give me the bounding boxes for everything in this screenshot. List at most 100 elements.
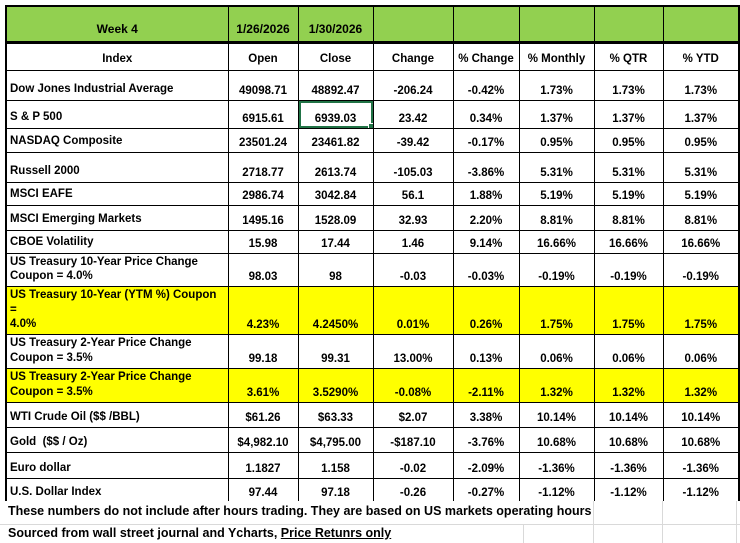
cell-change[interactable]: -0.26 <box>372 477 454 504</box>
cell-pct_monthly[interactable]: 16.66% <box>518 229 595 254</box>
cell-label[interactable]: Dow Jones Industrial Average <box>5 69 229 101</box>
cell-change[interactable]: -$187.10 <box>372 426 454 453</box>
cell-pct_ytd[interactable]: 1.73% <box>662 69 740 101</box>
cell-pct_monthly[interactable]: 1.73% <box>518 69 595 101</box>
footnote-source[interactable]: Sourced from wall street journal and Ych… <box>8 526 391 540</box>
cell-label[interactable]: U.S. Dollar Index <box>5 477 229 504</box>
cell-pct_qtr[interactable]: 0.95% <box>593 127 664 153</box>
cell-open[interactable]: 1495.16 <box>227 204 299 231</box>
cell-pct_qtr[interactable]: 1.32% <box>593 368 664 403</box>
cell-open[interactable]: 2718.77 <box>227 151 299 183</box>
cell-close-selected[interactable]: 6939.03 <box>297 99 374 129</box>
cell-pct_change[interactable]: -3.76% <box>452 426 520 453</box>
cell-pct_ytd[interactable]: 5.19% <box>662 181 740 206</box>
cell-pct_ytd[interactable]: 0.95% <box>662 127 740 153</box>
cell-close[interactable]: $4,795.00 <box>297 426 374 453</box>
cell-label[interactable]: NASDAQ Composite <box>5 127 229 153</box>
cell-label[interactable]: Russell 2000 <box>5 151 229 183</box>
empty-green-cell[interactable] <box>372 5 454 44</box>
cell-pct_monthly[interactable]: 5.19% <box>518 181 595 206</box>
cell-pct_ytd[interactable]: 1.32% <box>662 368 740 403</box>
cell-open[interactable]: $4,982.10 <box>227 426 299 453</box>
cell-pct_monthly[interactable]: 10.14% <box>518 401 595 428</box>
cell-pct_qtr[interactable]: 10.68% <box>593 426 664 453</box>
cell-pct_monthly[interactable]: -1.12% <box>518 477 595 504</box>
column-header-change[interactable]: Change <box>372 41 454 71</box>
cell-open[interactable]: 15.98 <box>227 229 299 254</box>
cell-open[interactable]: 49098.71 <box>227 69 299 101</box>
cell-pct_monthly[interactable]: 0.06% <box>518 334 595 370</box>
cell-pct_change[interactable]: 0.13% <box>452 334 520 370</box>
cell-pct_ytd[interactable]: 1.37% <box>662 99 740 129</box>
close-date-cell[interactable]: 1/30/2026 <box>297 5 374 44</box>
column-header-open[interactable]: Open <box>227 41 299 71</box>
cell-label[interactable]: WTI Crude Oil ($$ /BBL) <box>5 401 229 428</box>
cell-pct_monthly[interactable]: -1.36% <box>518 451 595 479</box>
cell-pct_qtr[interactable]: 0.06% <box>593 334 664 370</box>
cell-pct_monthly[interactable]: 1.32% <box>518 368 595 403</box>
cell-change[interactable]: -206.24 <box>372 69 454 101</box>
cell-close[interactable]: 97.18 <box>297 477 374 504</box>
cell-close[interactable]: 1528.09 <box>297 204 374 231</box>
cell-pct_ytd[interactable]: 5.31% <box>662 151 740 183</box>
cell-pct_change[interactable]: -2.11% <box>452 368 520 403</box>
cell-pct_qtr[interactable]: 8.81% <box>593 204 664 231</box>
cell-pct_change[interactable]: -0.17% <box>452 127 520 153</box>
cell-pct_qtr[interactable]: -1.36% <box>593 451 664 479</box>
cell-pct_monthly[interactable]: 0.95% <box>518 127 595 153</box>
cell-change[interactable]: 32.93 <box>372 204 454 231</box>
column-header-label[interactable]: Index <box>5 41 229 71</box>
empty-green-cell[interactable] <box>518 5 595 44</box>
cell-open[interactable]: 6915.61 <box>227 99 299 129</box>
cell-open[interactable]: 99.18 <box>227 334 299 370</box>
cell-label[interactable]: Euro dollar <box>5 451 229 479</box>
cell-change[interactable]: 1.46 <box>372 229 454 254</box>
open-date-cell[interactable]: 1/26/2026 <box>227 5 299 44</box>
cell-open[interactable]: 98.03 <box>227 252 299 288</box>
cell-pct_ytd[interactable]: -0.19% <box>662 252 740 288</box>
cell-pct_ytd[interactable]: 1.75% <box>662 286 740 336</box>
cell-pct_qtr[interactable]: 10.14% <box>593 401 664 428</box>
cell-open[interactable]: 97.44 <box>227 477 299 504</box>
cell-change[interactable]: 56.1 <box>372 181 454 206</box>
cell-pct_qtr[interactable]: 1.73% <box>593 69 664 101</box>
cell-pct_qtr[interactable]: 16.66% <box>593 229 664 254</box>
empty-green-cell[interactable] <box>452 5 520 44</box>
cell-open[interactable]: $61.26 <box>227 401 299 428</box>
empty-green-cell[interactable] <box>593 5 664 44</box>
cell-pct_change[interactable]: 0.26% <box>452 286 520 336</box>
cell-pct_change[interactable]: -2.09% <box>452 451 520 479</box>
cell-label[interactable]: US Treasury 10-Year (YTM %) Coupon = 4.0… <box>5 286 229 336</box>
cell-pct_change[interactable]: 1.88% <box>452 181 520 206</box>
cell-pct_change[interactable]: 2.20% <box>452 204 520 231</box>
cell-change[interactable]: 0.01% <box>372 286 454 336</box>
cell-open[interactable]: 3.61% <box>227 368 299 403</box>
cell-change[interactable]: 23.42 <box>372 99 454 129</box>
cell-label[interactable]: US Treasury 2-Year Price Change Coupon =… <box>5 368 229 403</box>
cell-change[interactable]: -0.03 <box>372 252 454 288</box>
cell-pct_monthly[interactable]: 1.37% <box>518 99 595 129</box>
cell-pct_change[interactable]: 9.14% <box>452 229 520 254</box>
cell-pct_change[interactable]: -3.86% <box>452 151 520 183</box>
cell-pct_ytd[interactable]: 16.66% <box>662 229 740 254</box>
cell-change[interactable]: 13.00% <box>372 334 454 370</box>
column-header-close[interactable]: Close <box>297 41 374 71</box>
cell-close[interactable]: 3042.84 <box>297 181 374 206</box>
cell-pct_monthly[interactable]: 10.68% <box>518 426 595 453</box>
cell-close[interactable]: $63.33 <box>297 401 374 428</box>
cell-pct_monthly[interactable]: 5.31% <box>518 151 595 183</box>
cell-change[interactable]: -39.42 <box>372 127 454 153</box>
cell-label[interactable]: MSCI Emerging Markets <box>5 204 229 231</box>
cell-close[interactable]: 3.5290% <box>297 368 374 403</box>
cell-pct_ytd[interactable]: -1.36% <box>662 451 740 479</box>
cell-close[interactable]: 1.158 <box>297 451 374 479</box>
cell-open[interactable]: 4.23% <box>227 286 299 336</box>
empty-green-cell[interactable] <box>662 5 740 44</box>
cell-pct_change[interactable]: -0.27% <box>452 477 520 504</box>
cell-pct_monthly[interactable]: -0.19% <box>518 252 595 288</box>
cell-pct_ytd[interactable]: 10.68% <box>662 426 740 453</box>
cell-close[interactable]: 23461.82 <box>297 127 374 153</box>
cell-pct_qtr[interactable]: 5.31% <box>593 151 664 183</box>
cell-close[interactable]: 48892.47 <box>297 69 374 101</box>
column-header-pct_ytd[interactable]: % YTD <box>662 41 740 71</box>
